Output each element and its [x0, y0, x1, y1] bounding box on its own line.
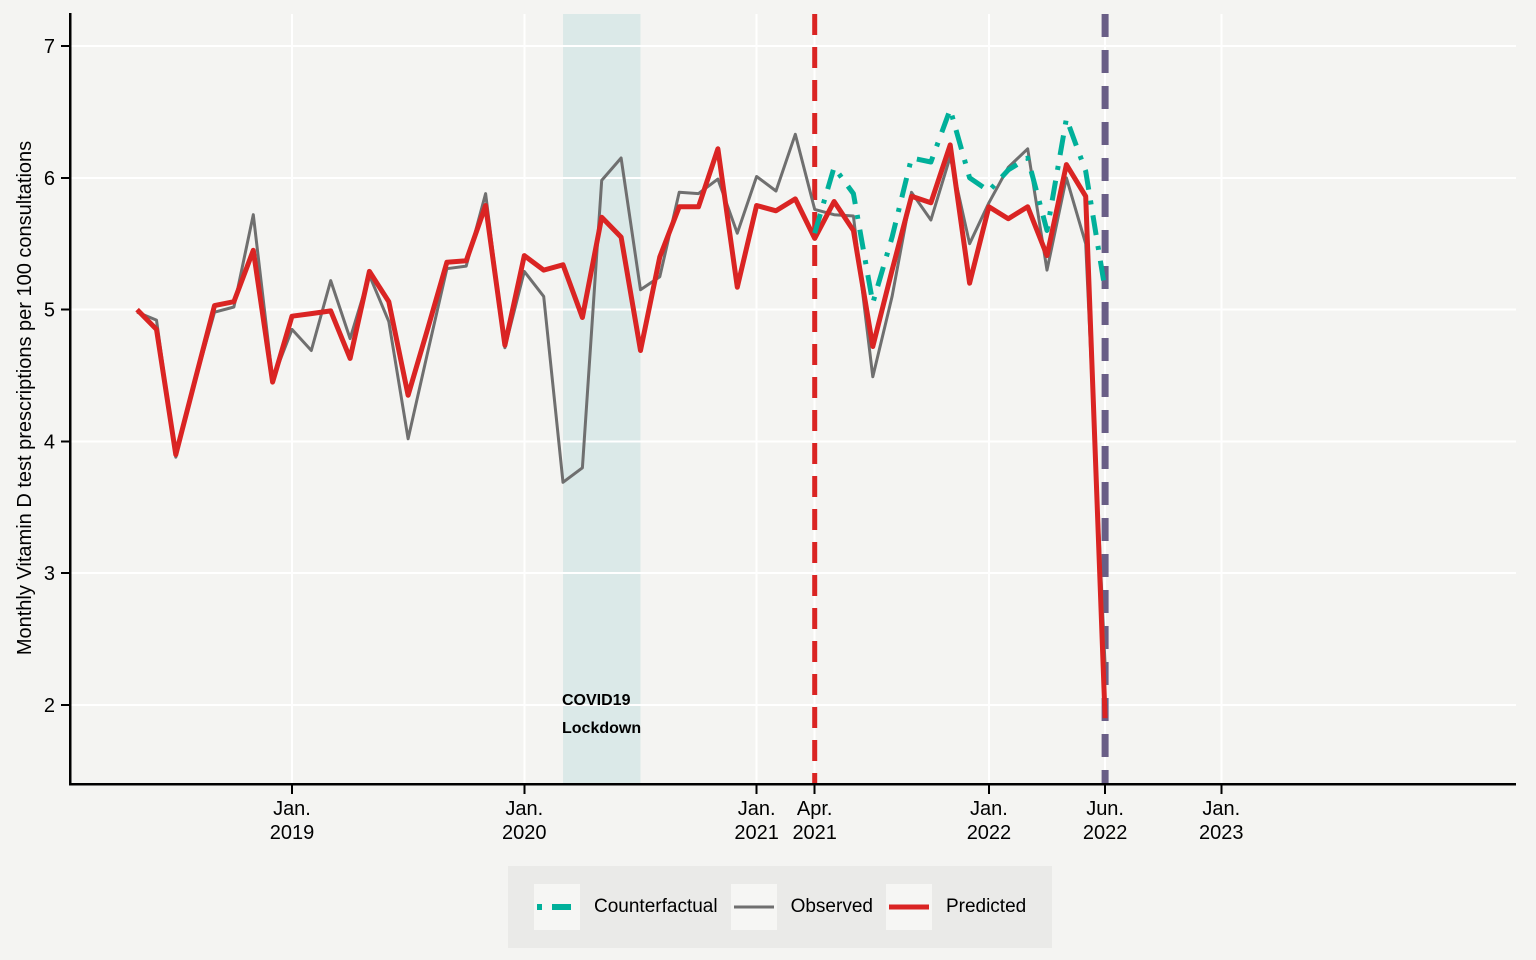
y-axis-ticks: 2 3 4 5 6 7	[44, 36, 70, 717]
y-tick-label: 4	[44, 431, 55, 453]
legend-label-counterfactual: Counterfactual	[594, 896, 718, 917]
y-tick-label: 7	[44, 36, 55, 58]
lockdown-band-label-line2: Lockdown	[562, 720, 641, 737]
x-tick-label-year: 2022	[967, 822, 1012, 844]
y-axis-title: Monthly Vitamin D test prescriptions per…	[14, 141, 36, 655]
legend-label-observed: Observed	[790, 896, 873, 917]
x-tick-label-month: Jan.	[970, 798, 1008, 820]
lockdown-band-label-line1: COVID19	[562, 692, 631, 709]
x-tick-label-month: Jan.	[273, 798, 311, 820]
observed-line-sample-icon	[730, 884, 777, 930]
x-tick-label-year: 2021	[792, 822, 837, 844]
x-tick-label-year: 2019	[270, 822, 315, 844]
predicted-line	[135, 142, 1108, 719]
x-tick-label-year: 2020	[502, 822, 547, 844]
legend: Counterfactual Observed Predicted	[508, 866, 1053, 948]
x-tick-label-year: 2023	[1199, 822, 1244, 844]
y-tick-label: 6	[44, 168, 55, 190]
x-tick-label-month: Apr.	[797, 798, 833, 820]
y-tick-label: 5	[44, 300, 55, 322]
legend-item-observed: Observed	[730, 884, 873, 930]
y-tick-label: 3	[44, 563, 55, 585]
x-tick-label-year: 2022	[1083, 822, 1128, 844]
x-tick-label-month: Jan.	[738, 798, 776, 820]
observed-line	[136, 132, 1107, 666]
y-tick-label: 2	[44, 695, 55, 717]
counterfactual-line	[812, 106, 1108, 306]
legend-item-predicted: Predicted	[885, 884, 1027, 930]
x-tick-label-month: Jun.	[1086, 798, 1124, 820]
lockdown-band	[563, 14, 641, 784]
x-tick-label-month: Jan.	[505, 798, 543, 820]
x-tick-label-month: Jan.	[1202, 798, 1240, 820]
data-series	[135, 106, 1108, 719]
predicted-line-sample-icon	[885, 884, 932, 930]
legend-item-counterfactual: Counterfactual	[534, 884, 718, 930]
legend-label-predicted: Predicted	[945, 896, 1027, 917]
counterfactual-line-sample-icon	[534, 884, 580, 930]
x-tick-label-year: 2021	[734, 822, 779, 844]
axes	[68, 13, 1516, 786]
gridlines	[71, 14, 1516, 784]
x-axis-ticks: Jan.2019Jan.2020Jan.2021Apr.2021Jan.2022…	[270, 784, 1244, 844]
reference-lines	[812, 14, 1109, 784]
